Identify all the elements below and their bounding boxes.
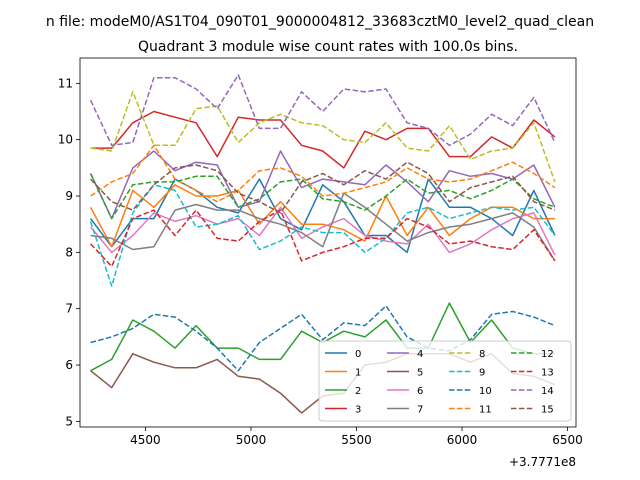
legend-label-9: 9 [479,368,485,379]
series-line-1 [89,184,555,248]
legend-label-11: 11 [479,405,492,416]
series-line-9 [89,184,556,287]
x-tick-label: 5500 [341,433,372,447]
series-line-7 [90,192,556,262]
y-axis: 5 6 7 8 9 10 11 [58,76,80,428]
x-offset-label: +3.7771e8 [509,455,576,469]
x-tick-label: 5000 [236,433,267,447]
series-line-14 [89,74,556,147]
legend-label-2: 2 [355,386,361,397]
x-axis: 4500 5000 5500 6000 6500 [130,427,583,447]
series-line-11 [90,144,556,203]
x-tick-label: 4500 [130,433,161,447]
x-tick-label: 6500 [552,433,583,447]
y-tick-label: 5 [65,414,73,428]
series-line-6 [90,206,556,256]
legend-frame [318,340,572,422]
series-line-13 [90,209,556,268]
legend-label-3: 3 [355,405,361,416]
plot-frame [79,57,577,428]
legend-label-4: 4 [417,349,423,360]
series-line-12 [89,173,556,220]
legend-label-13: 13 [541,368,554,379]
legend-label-5: 5 [417,368,423,379]
series-line-8 [90,91,556,183]
figure-suptitle: n file: modeM0/AS1T04_090T01_9000004812_… [46,14,594,30]
legend-label-6: 6 [417,386,423,397]
series-line-4 [89,150,556,220]
legend-label-12: 12 [541,349,554,360]
y-tick-label: 11 [58,76,73,90]
legend-label-0: 0 [355,349,361,360]
legend-label-8: 8 [479,349,485,360]
x-tick-label: 6000 [447,433,478,447]
legend-label-1: 1 [355,368,361,379]
series-line-10 [90,305,556,372]
legend-label-14: 14 [541,386,554,397]
legend-label-7: 7 [417,405,423,416]
series-line-15 [90,161,556,214]
legend-label-10: 10 [479,386,492,397]
y-tick-label: 8 [65,245,73,259]
y-tick-label: 6 [65,358,73,372]
y-tick-label: 10 [58,133,73,147]
legend-label-15: 15 [541,405,554,416]
y-tick-label: 7 [65,302,73,316]
y-tick-label: 9 [65,189,73,203]
chart-title: Quadrant 3 module wise count rates with … [138,39,518,55]
series-line-3 [90,110,556,169]
